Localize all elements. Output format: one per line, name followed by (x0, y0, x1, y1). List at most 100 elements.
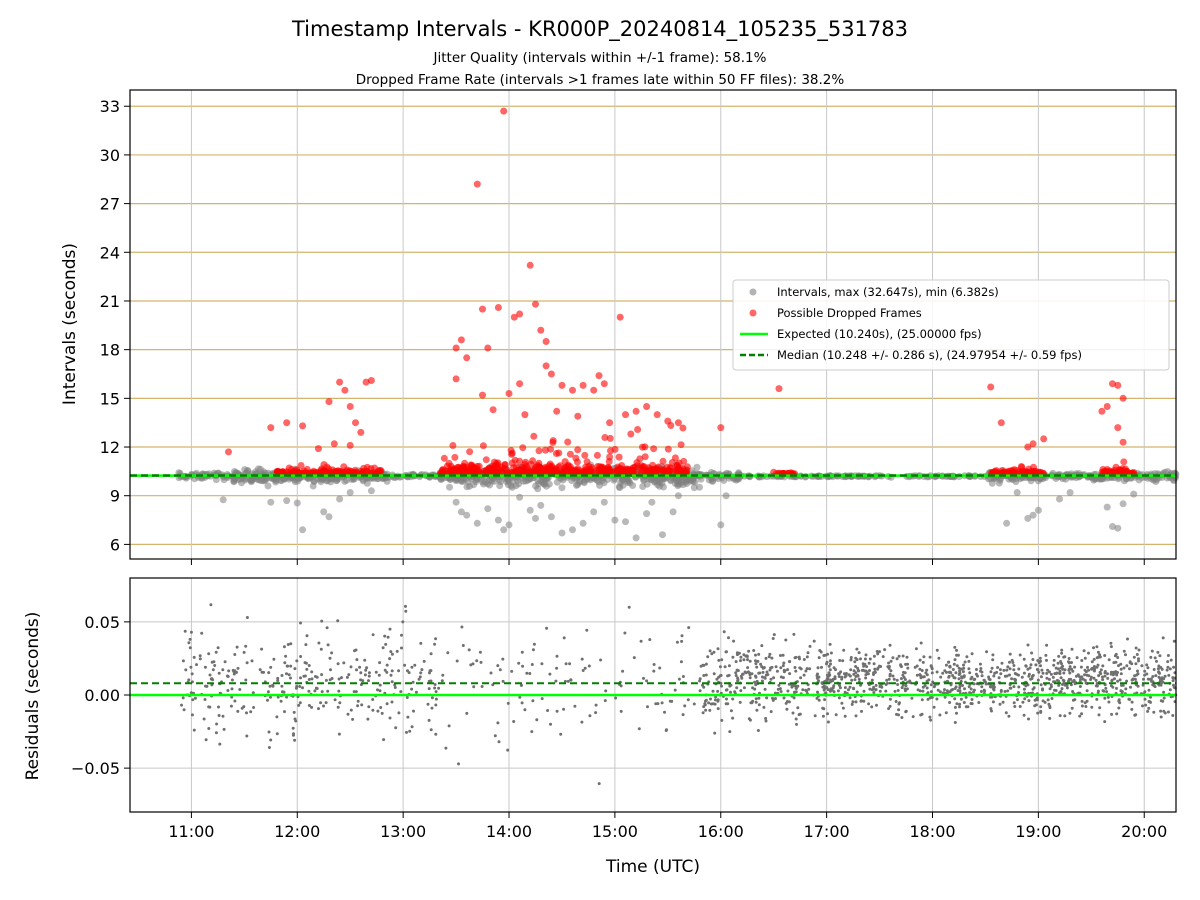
residual-point (1158, 654, 1162, 658)
residual-point (1119, 667, 1123, 671)
intervals-y-tick-label: 18 (100, 341, 120, 360)
residual-point (1106, 676, 1110, 680)
interval-point (1056, 495, 1063, 503)
interval-point (348, 475, 355, 483)
figure-subtitle-dropped: Dropped Frame Rate (intervals >1 frames … (356, 72, 845, 88)
residual-point (762, 705, 766, 709)
interval-point (320, 508, 328, 516)
residual-point (902, 670, 905, 674)
interval-point (463, 511, 471, 519)
residual-point (242, 650, 246, 654)
residual-point (868, 669, 871, 672)
residual-point (555, 709, 559, 713)
dropped-frame-point (658, 466, 666, 474)
dropped-frame-point (564, 438, 572, 446)
residual-point (716, 689, 720, 693)
residuals-x-tick-label: 20:00 (1121, 822, 1167, 841)
residual-point (1110, 712, 1114, 716)
residual-point (670, 699, 674, 703)
residual-point (886, 665, 890, 669)
residual-point (1024, 664, 1028, 668)
dropped-frame-point (600, 380, 608, 388)
residual-point (897, 708, 901, 712)
residual-point (1143, 669, 1147, 673)
residual-point (376, 709, 380, 713)
interval-point (988, 479, 996, 487)
dropped-frame-point (482, 456, 490, 464)
interval-point (500, 526, 508, 534)
residual-point (929, 718, 933, 722)
interval-point (496, 482, 504, 490)
residual-point (1063, 683, 1067, 687)
residual-point (970, 698, 974, 701)
residual-point (715, 677, 719, 681)
residual-point (497, 740, 501, 744)
residual-point (358, 665, 362, 669)
residual-point (1156, 650, 1160, 654)
residual-point (764, 717, 768, 720)
dropped-frame-point (1114, 424, 1122, 432)
residual-point (434, 637, 438, 641)
residual-point (430, 696, 434, 700)
residual-point (1031, 673, 1035, 677)
residual-point (840, 677, 844, 681)
residual-point (410, 725, 414, 729)
residual-point (520, 650, 524, 654)
residual-point (208, 673, 212, 677)
residual-point (1146, 709, 1150, 713)
residual-point (1022, 687, 1026, 691)
residual-point (385, 670, 389, 674)
residual-point (355, 658, 359, 662)
residual-point (838, 683, 841, 687)
residual-point (314, 675, 317, 678)
residual-point (1070, 647, 1074, 651)
residual-point (859, 683, 863, 687)
residual-point (365, 666, 369, 670)
interval-point (618, 477, 626, 484)
dropped-frame-point (529, 457, 537, 465)
residual-point (395, 649, 399, 653)
residual-point (190, 672, 194, 676)
interval-point (708, 475, 716, 483)
residual-point (876, 652, 880, 656)
residual-point (303, 661, 307, 665)
residual-point (914, 647, 918, 651)
residual-point (1045, 643, 1049, 647)
residual-point (1159, 715, 1163, 719)
residual-point (203, 698, 207, 701)
residual-point (599, 658, 603, 662)
intervals-y-tick-label: 27 (100, 195, 120, 214)
dropped-frame-point (463, 354, 471, 362)
residual-point (1166, 654, 1170, 657)
residual-point (1063, 714, 1067, 718)
dropped-frame-point (519, 444, 527, 452)
residual-point (739, 655, 743, 659)
dropped-frame-point (1109, 380, 1116, 388)
residual-point (896, 683, 900, 686)
residual-point (746, 666, 750, 670)
residual-point (289, 664, 293, 668)
residual-point (1012, 668, 1016, 672)
residual-point (465, 711, 469, 715)
residual-point (325, 626, 329, 630)
residual-point (864, 676, 868, 680)
residual-point (1129, 685, 1132, 689)
dropped-frame-point (1103, 403, 1111, 410)
residual-point (734, 660, 738, 664)
residual-point (902, 676, 906, 679)
residual-point (1016, 698, 1019, 702)
residual-point (728, 730, 732, 734)
residual-point (292, 733, 295, 737)
residual-point (354, 648, 358, 652)
residual-point (903, 687, 907, 691)
dropped-frame-point (510, 313, 518, 321)
residual-point (790, 685, 794, 689)
residual-point (784, 638, 788, 642)
residual-point (532, 642, 536, 646)
residual-point (1157, 664, 1161, 668)
residual-point (1056, 661, 1060, 665)
residual-point (428, 669, 432, 673)
residual-point (475, 659, 479, 663)
residual-point (757, 671, 761, 675)
residual-point (952, 676, 956, 680)
